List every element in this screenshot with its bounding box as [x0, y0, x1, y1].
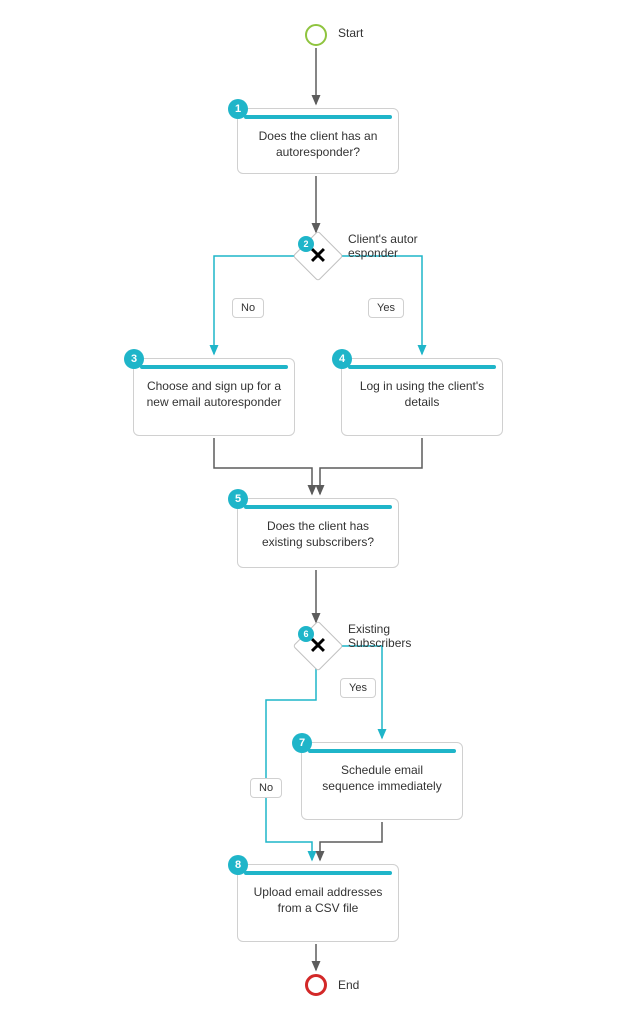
node-5-text: Does the client has existing subscribers… — [250, 513, 386, 550]
tag-no-2: No — [250, 778, 282, 798]
flowchart-canvas: Start 1 Does the client has an autorespo… — [0, 0, 624, 1023]
tag-yes-1: Yes — [368, 298, 404, 318]
node-5: 5 Does the client has existing subscribe… — [237, 498, 399, 568]
end-node — [305, 974, 327, 996]
node-1-text: Does the client has an autoresponder? — [250, 123, 386, 160]
node-bar — [348, 365, 496, 369]
start-node — [305, 24, 327, 46]
node-1: 1 Does the client has an autoresponder? — [237, 108, 399, 174]
node-1-badge: 1 — [228, 99, 248, 119]
node-bar — [244, 115, 392, 119]
node-8-badge: 8 — [228, 855, 248, 875]
node-4: 4 Log in using the client's details — [341, 358, 503, 436]
gateway-6: 6 ✕ — [300, 628, 336, 664]
gateway-2: 2 ✕ — [300, 238, 336, 274]
node-bar — [140, 365, 288, 369]
gateway-2-badge: 2 — [298, 236, 314, 252]
node-3-badge: 3 — [124, 349, 144, 369]
tag-no-1: No — [232, 298, 264, 318]
node-8: 8 Upload email addresses from a CSV file — [237, 864, 399, 942]
node-4-text: Log in using the client's details — [354, 373, 490, 410]
node-8-text: Upload email addresses from a CSV file — [250, 879, 386, 916]
start-label: Start — [338, 26, 363, 40]
node-3: 3 Choose and sign up for a new email aut… — [133, 358, 295, 436]
node-5-badge: 5 — [228, 489, 248, 509]
node-7-text: Schedule email sequence immediately — [314, 757, 450, 794]
gateway-6-badge: 6 — [298, 626, 314, 642]
node-7-badge: 7 — [292, 733, 312, 753]
gateway-6-label: Existing Subscribers — [348, 622, 438, 651]
node-bar — [244, 871, 392, 875]
node-7: 7 Schedule email sequence immediately — [301, 742, 463, 820]
gateway-2-label: Client's autor esponder — [348, 232, 438, 261]
node-bar — [244, 505, 392, 509]
node-bar — [308, 749, 456, 753]
node-3-text: Choose and sign up for a new email autor… — [146, 373, 282, 410]
node-4-badge: 4 — [332, 349, 352, 369]
tag-yes-2: Yes — [340, 678, 376, 698]
end-label: End — [338, 978, 359, 992]
